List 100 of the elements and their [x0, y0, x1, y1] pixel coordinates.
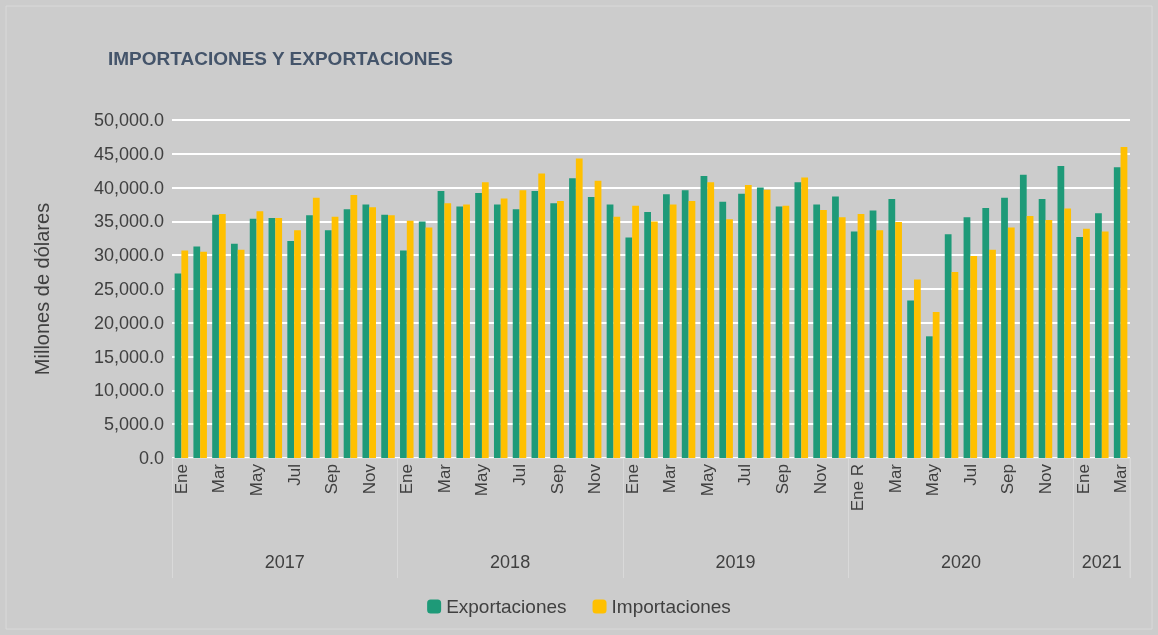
bar: [463, 204, 470, 458]
bar: [212, 214, 219, 458]
bar: [456, 206, 464, 458]
x-tick-label: Ene: [1073, 464, 1093, 495]
bar: [287, 241, 295, 458]
bar: [1045, 220, 1053, 458]
bar: [982, 207, 990, 458]
bar: [719, 201, 727, 458]
y-tick-label: 20,000.0: [93, 312, 164, 333]
bar: [888, 199, 896, 458]
bar: [1064, 208, 1072, 458]
bar: [1001, 197, 1008, 458]
y-tick-label: 0.0: [138, 448, 164, 468]
bar: [550, 203, 558, 458]
bar: [876, 230, 884, 458]
text: 2021: [1081, 552, 1122, 572]
x-tick-label: Mar: [885, 463, 905, 494]
bar: [663, 194, 670, 458]
y-tick-label: 30,000.0: [93, 245, 164, 266]
bar: [1095, 213, 1102, 458]
text: 2019: [715, 552, 756, 572]
bar: [1057, 165, 1065, 458]
y-tick-label: 25,000.0: [93, 279, 164, 299]
x-tick-label: Nov: [585, 463, 605, 495]
x-tick-label: Mar: [1111, 463, 1131, 494]
bar: [613, 216, 621, 458]
bar: [181, 250, 189, 458]
bar: [625, 237, 633, 458]
bar: [632, 205, 639, 458]
x-tick-label: May: [923, 463, 943, 497]
bar: [193, 246, 201, 458]
x-tick-label: Jul: [510, 464, 530, 486]
bar: [813, 204, 821, 458]
x-tick-label: Ene: [397, 464, 417, 495]
legend-label: Exportaciones: [446, 596, 567, 617]
y-tick-label: 15,000.0: [93, 346, 164, 367]
bar: [1101, 231, 1109, 458]
bar: [406, 220, 414, 458]
y-tick-label: 40,000.0: [93, 177, 164, 198]
y-tick-label: 50,000.0: [93, 110, 164, 130]
bar: [275, 218, 283, 458]
bar: [651, 221, 658, 458]
bar: [913, 279, 921, 458]
bar: [444, 203, 452, 458]
y-axis-title: Millones de dólares: [31, 202, 53, 376]
bar: [350, 195, 358, 458]
bar: [493, 204, 501, 458]
bar: [926, 336, 933, 458]
legend-label: Importaciones: [611, 596, 731, 617]
x-tick-label: Nov: [1035, 463, 1055, 495]
bar: [895, 222, 902, 458]
chart-title: IMPORTACIONES Y EXPORTACIONES: [108, 48, 453, 69]
bar: [744, 184, 752, 458]
x-tick-label: Mar: [434, 463, 454, 494]
bar: [707, 182, 715, 458]
bar: [1076, 236, 1084, 458]
x-tick-label: May: [697, 463, 717, 497]
x-tick-label: Nov: [359, 463, 379, 495]
bar: [294, 230, 301, 458]
bar: [1007, 227, 1015, 458]
bar: [200, 251, 207, 458]
x-tick-label: Sep: [772, 464, 792, 495]
bar: [475, 193, 482, 458]
bar: [669, 204, 677, 458]
bar: [782, 205, 790, 458]
x-tick-label: Mar: [660, 463, 680, 494]
bar: [388, 215, 395, 458]
x-tick-label: Jul: [735, 464, 755, 486]
bar: [1113, 167, 1121, 458]
x-tick-label: Ene R: [848, 464, 868, 512]
x-tick-label: May: [472, 463, 492, 497]
x-tick-label: Nov: [810, 463, 830, 495]
bar: [726, 219, 733, 458]
bar: [381, 214, 389, 458]
bar: [970, 255, 978, 458]
bar: [569, 178, 576, 458]
x-tick-label: Ene: [622, 464, 642, 495]
text: 2018: [490, 552, 531, 572]
bar: [644, 211, 651, 458]
bar: [369, 207, 376, 458]
y-tick-label: 45,000.0: [93, 143, 164, 164]
bar: [400, 250, 407, 458]
bar: [756, 187, 764, 458]
bar: [738, 193, 745, 458]
text: 2017: [264, 552, 305, 572]
bar: [932, 311, 940, 458]
x-tick-label: Sep: [322, 464, 342, 495]
bar: [1083, 228, 1090, 458]
bar: [907, 300, 914, 458]
bar: [481, 182, 489, 458]
bar: [575, 158, 583, 458]
bar: [557, 201, 564, 458]
bar: [218, 213, 226, 458]
x-tick-label: Sep: [998, 464, 1018, 495]
bar: [237, 249, 245, 458]
bar: [230, 243, 238, 458]
bar: [944, 234, 952, 458]
bar: [850, 231, 858, 458]
bar: [801, 177, 809, 458]
bar: [989, 249, 996, 458]
